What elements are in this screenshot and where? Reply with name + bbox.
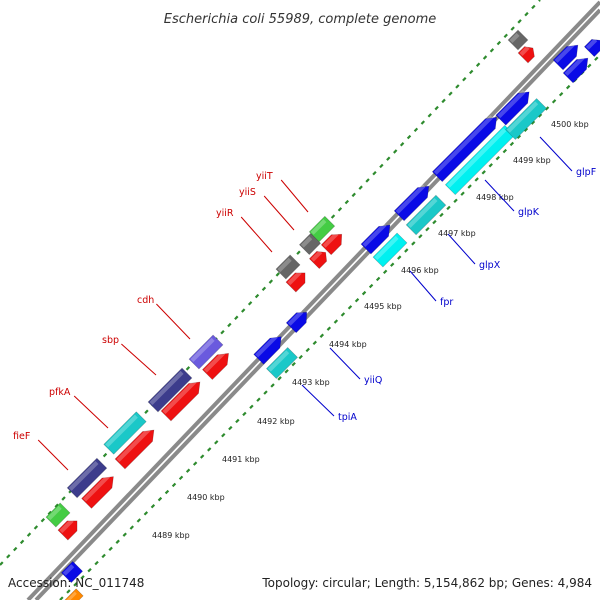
gene-box-blue-9 bbox=[583, 38, 600, 58]
gene-box-blue-4 bbox=[393, 184, 430, 222]
gene-box-red-6 bbox=[285, 270, 306, 293]
gene-label-connector bbox=[280, 179, 309, 213]
gene-box-red-4 bbox=[160, 379, 201, 422]
gene-box-red-8 bbox=[320, 232, 343, 256]
gene-box-cyan-3 bbox=[372, 232, 408, 268]
scale-tick-label: 4493 kbp bbox=[292, 378, 330, 387]
gene-box-grey-2 bbox=[298, 232, 322, 256]
gene-box-red-7 bbox=[308, 250, 327, 270]
gene-box-red-1 bbox=[57, 518, 78, 541]
gene-label-connector bbox=[156, 303, 191, 340]
gene-label-sbp: sbp bbox=[102, 335, 119, 346]
gene-box-red-3 bbox=[114, 427, 155, 470]
gene-box-cyan-2 bbox=[266, 347, 298, 379]
gene-box-cyan-1 bbox=[103, 411, 147, 455]
scale-tick-label: 4492 kbp bbox=[257, 417, 295, 426]
gene-box-green-1 bbox=[45, 502, 71, 528]
scale-tick-label: 4494 kbp bbox=[329, 340, 367, 349]
gene-label-connector bbox=[409, 270, 437, 302]
gene-label-connector bbox=[263, 195, 295, 231]
gene-box-blue-2 bbox=[285, 310, 308, 334]
accession-text: Accession: NC_011748 bbox=[8, 576, 144, 590]
gene-box-blue-1 bbox=[253, 334, 282, 365]
gene-label-glpX: glpX bbox=[479, 260, 501, 271]
gene-box-blue-6 bbox=[495, 89, 530, 126]
gene-box-blue-10 bbox=[60, 560, 84, 584]
gene-features bbox=[45, 29, 600, 600]
gene-label-yiiS: yiiS bbox=[239, 187, 256, 198]
gene-label-pfkA: pfkA bbox=[49, 387, 71, 398]
gene-label-connector bbox=[484, 179, 515, 212]
gene-label-fieF: fieF bbox=[13, 431, 30, 442]
map-title: Escherichia coli 55989, complete genome bbox=[164, 12, 436, 27]
gene-label-connector bbox=[73, 395, 109, 429]
gene-box-red-9 bbox=[517, 45, 535, 64]
gene-box-grey-1 bbox=[275, 254, 301, 280]
gene-box-blue-7 bbox=[562, 55, 589, 84]
gene-box-navy-2 bbox=[147, 367, 193, 413]
scale-tick-label: 4500 kbp bbox=[551, 120, 589, 129]
scale-tick-label: 4495 kbp bbox=[364, 302, 402, 311]
scale-tick-label: 4497 kbp bbox=[438, 229, 476, 238]
genome-summary-text: Topology: circular; Length: 5,154,862 bp… bbox=[261, 576, 592, 590]
gene-labels: fpr glpX glpK glpF yiiQ tpiA fieF pfkA sbp cdh yii… bbox=[13, 136, 596, 471]
gene-box-red-5 bbox=[202, 351, 229, 380]
gene-box-navy-1 bbox=[66, 457, 108, 499]
scale-tick-label: 4490 kbp bbox=[187, 493, 225, 502]
gene-label-connector bbox=[447, 233, 476, 265]
scale-tick-label: 4489 kbp bbox=[152, 531, 190, 540]
scale-tick-label: 4491 kbp bbox=[222, 455, 260, 464]
gene-label-yiiQ: yiiQ bbox=[364, 375, 382, 386]
gene-label-yiiT: yiiT bbox=[256, 171, 273, 182]
gene-box-orange-1 bbox=[64, 588, 84, 600]
gene-label-yiiR: yiiR bbox=[216, 208, 234, 219]
genome-backbone bbox=[26, 0, 600, 600]
gene-label-connector bbox=[37, 439, 69, 471]
gene-label-connector bbox=[329, 347, 361, 380]
scale-tick-label: 4496 kbp bbox=[401, 266, 439, 275]
scale-tick-label: 4498 kbp bbox=[476, 193, 514, 202]
scale-ticks: 4489 kbp 4490 kbp 4491 kbp 4492 kbp 4493 kbp… bbox=[152, 120, 589, 540]
scale-tick-label: 4499 kbp bbox=[513, 156, 551, 165]
gene-label-connector bbox=[301, 384, 335, 417]
gene-label-tpiA: tpiA bbox=[338, 412, 357, 423]
gene-label-glpK: glpK bbox=[518, 207, 540, 218]
gene-box-purple-1 bbox=[188, 334, 224, 370]
gene-box-grey-3 bbox=[507, 29, 529, 51]
gene-label-connector bbox=[121, 343, 157, 376]
gene-box-blue-3 bbox=[360, 222, 391, 255]
gene-box-green-2 bbox=[308, 215, 336, 243]
gene-box-blue-8 bbox=[552, 42, 579, 71]
gene-label-fpr: fpr bbox=[440, 297, 453, 308]
gene-box-blue-5 bbox=[431, 115, 498, 183]
gene-box-red-2 bbox=[81, 474, 114, 509]
gene-box-cyan-4 bbox=[405, 194, 447, 236]
gene-label-connector bbox=[240, 216, 273, 253]
gene-box-cyan-6 bbox=[505, 98, 547, 140]
gene-label-cdh: cdh bbox=[137, 295, 154, 306]
dotted-line-lower bbox=[59, 54, 600, 600]
backbone-line-outer bbox=[26, 0, 600, 600]
gene-label-glpF: glpF bbox=[576, 167, 596, 178]
gene-label-connector bbox=[539, 136, 573, 172]
